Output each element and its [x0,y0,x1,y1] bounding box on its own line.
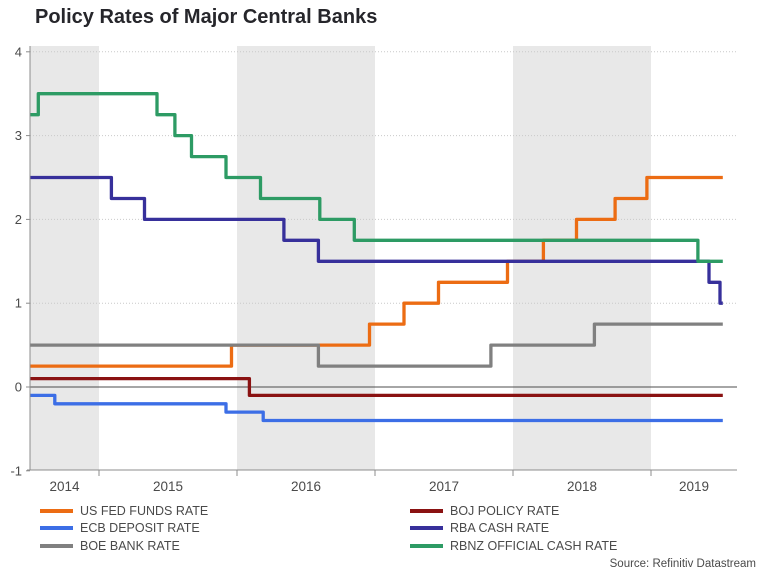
legend-swatch [40,508,73,513]
legend-label: ECB DEPOSIT RATE [80,521,200,536]
legend-item: RBNZ OFFICIAL CASH RATE [410,537,617,555]
year-shading-band [30,46,99,470]
y-tick-label: 3 [15,128,22,143]
legend-label: US FED FUNDS RATE [80,503,209,518]
x-year-label: 2015 [153,479,183,494]
legend-item: US FED FUNDS RATE [40,502,410,520]
legend-column: US FED FUNDS RATE ECB DEPOSIT RATE BOE BAN… [40,502,410,555]
series-line-boj-policy-rate [30,376,723,398]
series-line-rbnz-official-cash-rate [30,92,723,263]
legend-item: RBA CASH RATE [410,520,617,538]
legend-item: ECB DEPOSIT RATE [40,520,410,538]
year-shading-band [513,46,651,470]
series-line-boe-bank-rate [30,322,723,368]
x-year-label: 2018 [567,479,597,494]
legend-label: RBA CASH RATE [450,521,550,536]
legend: US FED FUNDS RATE ECB DEPOSIT RATE BOE BAN… [0,502,768,555]
series-line-us-fed-funds-rate [30,175,723,368]
policy-rates-chart: 4 3 2 1 0 -1 2014 2015 2016 2017 2018 2019 [10,44,737,494]
year-shading-band [237,46,375,470]
legend-label: RBNZ OFFICIAL CASH RATE [450,538,618,553]
series-line-rba-cash-rate [30,175,723,305]
x-year-label: 2017 [429,479,459,494]
x-year-label: 2016 [291,479,321,494]
legend-swatch [410,543,443,548]
chart-title: Policy Rates of Major Central Banks [35,6,378,28]
legend-swatch [40,543,73,548]
x-year-label: 2014 [49,479,80,494]
y-tick-label: 0 [15,380,22,395]
y-tick-label: 1 [15,296,22,311]
legend-swatch [40,526,73,531]
y-tick-label: 4 [15,44,22,59]
x-year-label: 2019 [679,479,709,494]
series-line-ecb-deposit-rate [30,393,723,423]
legend-item: BOJ POLICY RATE [410,502,617,520]
legend-swatch [410,508,443,513]
y-tick-label: -1 [10,463,22,478]
legend-column: BOJ POLICY RATE RBA CASH RATE RBNZ OFFICIA… [410,502,617,555]
legend-swatch [410,526,443,531]
y-tick-label: 2 [15,212,22,227]
legend-label: BOE BANK RATE [80,538,180,553]
source-attribution: Source: Refinitiv Datastream [609,558,756,570]
legend-item: BOE BANK RATE [40,537,410,555]
legend-label: BOJ POLICY RATE [450,503,560,518]
